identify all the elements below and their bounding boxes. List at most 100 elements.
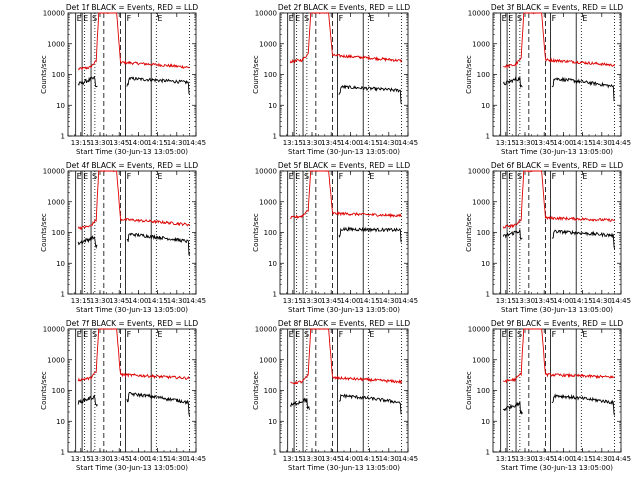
- interval-marker-label: E: [582, 330, 587, 339]
- x-tick-label: 14:15: [360, 297, 380, 305]
- x-tick-label: 13:30: [302, 297, 322, 305]
- y-tick-label: 1: [486, 133, 490, 141]
- interval-marker-label: E: [502, 172, 507, 181]
- x-tick-label: 14:00: [128, 139, 148, 147]
- y-axis-label: Counts/sec: [40, 213, 48, 252]
- x-tick-label: 13:45: [109, 139, 129, 147]
- x-tick-label: 13:45: [321, 139, 341, 147]
- interval-marker-label: E: [77, 172, 82, 181]
- series-events-line: [77, 391, 191, 417]
- x-tick-label: 14:45: [611, 455, 631, 463]
- interval-marker-label: F: [127, 14, 132, 23]
- x-tick-label: 13:30: [90, 455, 110, 463]
- interval-marker-label: F: [339, 172, 344, 181]
- series-events-line: [338, 84, 402, 105]
- interval-marker-label: E: [582, 14, 587, 23]
- x-tick-label: 14:30: [379, 297, 399, 305]
- interval-marker-label: E: [289, 14, 294, 23]
- panel-det-9f: Det 9f BLACK = Events, RED = LLD 1 10 100 10…: [465, 319, 631, 472]
- x-tick-label: 13:45: [534, 139, 554, 147]
- x-axis-label: Start Time (30-Jun-13 13:05:00): [501, 306, 613, 314]
- x-tick-label: 14:30: [379, 139, 399, 147]
- interval-marker-label: F: [339, 14, 344, 23]
- panel-title: Det 8f BLACK = Events, RED = LLD: [278, 319, 411, 328]
- series-lld-line: [290, 170, 402, 219]
- x-tick-label: 14:30: [592, 297, 612, 305]
- x-axis-label: Start Time (30-Jun-13 13:05:00): [76, 306, 188, 314]
- x-axis-label: Start Time (30-Jun-13 13:05:00): [288, 464, 400, 472]
- axes-frame: [279, 12, 409, 137]
- interval-marker-label: S: [92, 14, 97, 23]
- y-tick-label: 10: [56, 418, 65, 426]
- x-axis-label: Start Time (30-Jun-13 13:05:00): [76, 464, 188, 472]
- y-tick-label: 10: [268, 102, 277, 110]
- panel-title: Det 1f BLACK = Events, RED = LLD: [66, 3, 199, 12]
- y-tick-label: 10000: [255, 168, 277, 176]
- x-tick-label: 14:15: [148, 455, 168, 463]
- interval-marker-label: E: [83, 330, 88, 339]
- interval-marker-label: E: [369, 172, 374, 181]
- y-axis-label: Counts/sec: [252, 213, 260, 252]
- y-axis-label: Counts/sec: [40, 371, 48, 410]
- series-events-line: [502, 76, 615, 102]
- y-tick-label: 100: [477, 229, 490, 237]
- y-tick-label: 1000: [47, 356, 65, 364]
- series-events-line: [502, 229, 616, 250]
- x-tick-label: 14:15: [360, 139, 380, 147]
- x-tick-label: 13:30: [302, 139, 322, 147]
- interval-marker-label: S: [517, 14, 522, 23]
- x-tick-label: 13:15: [71, 139, 91, 147]
- x-tick-label: 14:00: [128, 297, 148, 305]
- panel-det-3f: Det 3f BLACK = Events, RED = LLD 1 10 100 10…: [465, 3, 631, 156]
- series-lld-line: [503, 12, 616, 69]
- y-tick-label: 10000: [468, 10, 490, 18]
- x-tick-label: 13:45: [534, 297, 554, 305]
- y-tick-label: 10000: [43, 326, 65, 334]
- panel-det-1f: Det 1f BLACK = Events, RED = LLD 1 10 100 10…: [40, 3, 206, 156]
- x-axis-label: Start Time (30-Jun-13 13:05:00): [501, 464, 613, 472]
- interval-marker-label: E: [295, 172, 300, 181]
- y-tick-label: 10: [481, 102, 490, 110]
- y-tick-label: 1: [61, 291, 65, 299]
- x-tick-label: 14:00: [340, 455, 360, 463]
- axes-frame: [67, 12, 197, 137]
- y-tick-label: 10: [268, 418, 277, 426]
- interval-marker-label: E: [157, 14, 162, 23]
- y-axis-label: Counts/sec: [465, 213, 473, 252]
- y-axis-label: Counts/sec: [465, 55, 473, 94]
- interval-marker-label: S: [304, 330, 309, 339]
- series-lld-line: [290, 328, 403, 385]
- x-tick-label: 13:15: [71, 455, 91, 463]
- series-events-line: [77, 75, 191, 95]
- panel-det-2f: Det 2f BLACK = Events, RED = LLD 1 10 100 10…: [252, 3, 418, 156]
- interval-marker-label: E: [582, 172, 587, 181]
- x-tick-label: 14:45: [611, 139, 631, 147]
- series-events-line: [289, 393, 402, 415]
- x-tick-label: 14:45: [186, 455, 206, 463]
- x-tick-label: 14:30: [167, 455, 187, 463]
- y-tick-label: 1000: [47, 40, 65, 48]
- y-tick-label: 1: [486, 291, 490, 299]
- interval-marker-label: F: [339, 330, 344, 339]
- axes-frame: [492, 328, 622, 453]
- x-tick-label: 13:30: [90, 139, 110, 147]
- x-tick-label: 13:15: [283, 455, 303, 463]
- panel-title: Det 4f BLACK = Events, RED = LLD: [66, 161, 199, 170]
- x-tick-label: 13:15: [283, 139, 303, 147]
- series-events-line: [338, 226, 402, 243]
- y-tick-label: 10: [56, 260, 65, 268]
- x-tick-label: 14:30: [592, 139, 612, 147]
- interval-marker-label: E: [508, 172, 513, 181]
- y-tick-label: 1000: [472, 356, 490, 364]
- interval-marker-label: E: [508, 330, 513, 339]
- y-tick-label: 100: [264, 387, 277, 395]
- x-tick-label: 14:45: [398, 455, 418, 463]
- x-axis-label: Start Time (30-Jun-13 13:05:00): [288, 306, 400, 314]
- interval-marker-label: E: [502, 330, 507, 339]
- interval-marker-label: E: [295, 14, 300, 23]
- x-tick-label: 13:45: [534, 455, 554, 463]
- y-tick-label: 100: [264, 71, 277, 79]
- interval-marker-label: E: [83, 14, 88, 23]
- y-tick-label: 1: [61, 133, 65, 141]
- panel-det-5f: Det 5f BLACK = Events, RED = LLD 1 10 100 10…: [252, 161, 418, 314]
